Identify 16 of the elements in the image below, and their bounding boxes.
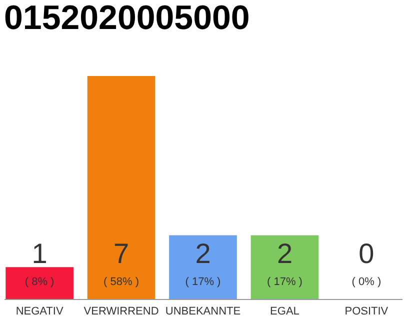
x-tick-label: EGAL xyxy=(270,306,300,318)
data-label: 2 xyxy=(276,238,293,269)
x-tick-label: UNBEKANNTE xyxy=(165,306,241,318)
chart-title: 0152020005000 xyxy=(4,0,250,37)
annotation: ( 17% ) xyxy=(185,276,221,288)
data-label: 2 xyxy=(195,238,211,269)
data-label: 7 xyxy=(113,238,130,269)
x-tick-label: NEGATIV xyxy=(16,306,64,318)
annotation: ( 8% ) xyxy=(24,276,54,288)
x-tick-label: VERWIRREND xyxy=(84,306,159,318)
annotation: ( 0% ) xyxy=(352,276,382,288)
data-label: 1 xyxy=(32,238,48,269)
annotation: ( 17% ) xyxy=(266,276,302,288)
data-label: 0 xyxy=(358,238,374,269)
annotation: ( 58% ) xyxy=(104,276,140,288)
x-tick-label: POSITIV xyxy=(344,306,389,318)
